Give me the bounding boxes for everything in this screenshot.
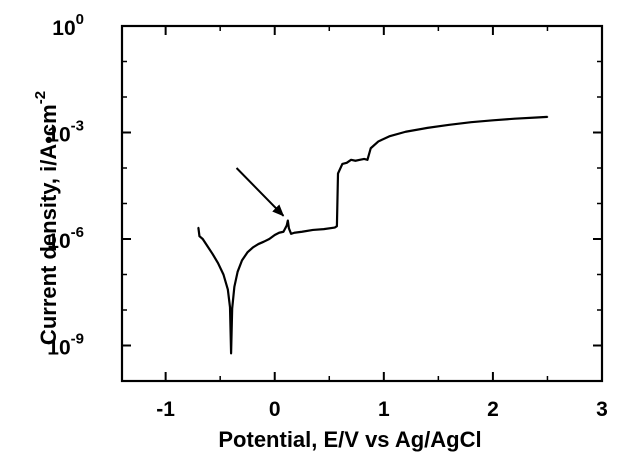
- y-tick-label: 100: [52, 11, 84, 40]
- plot-frame: [120, 24, 604, 383]
- data-point: [290, 233, 292, 235]
- data-point: [535, 116, 538, 119]
- x-tick-label: -1: [156, 398, 175, 421]
- data-point: [369, 147, 372, 150]
- data-point: [354, 159, 357, 162]
- data-point: [448, 123, 451, 126]
- y-tick-exponent: -9: [71, 331, 84, 348]
- x-tick-label: 2: [487, 398, 499, 421]
- y-axis-title-exponent: -2: [32, 91, 49, 104]
- data-point: [206, 244, 208, 247]
- series-line: [197, 115, 548, 355]
- data-point: [285, 224, 288, 227]
- data-point: [230, 352, 232, 355]
- data-point: [312, 229, 314, 231]
- data-point: [273, 234, 276, 236]
- data-point: [388, 135, 391, 138]
- data-point: [359, 159, 361, 161]
- y-axis-title: Current density, i/A•cm-2: [32, 91, 61, 345]
- annotation-arrow: [235, 167, 285, 217]
- data-point: [546, 116, 549, 118]
- data-point: [301, 230, 303, 233]
- data-point: [513, 117, 516, 120]
- data-point: [217, 262, 219, 264]
- data-point: [229, 306, 231, 308]
- data-point: [282, 230, 285, 233]
- data-point: [345, 162, 348, 164]
- x-tick-label: 1: [378, 398, 390, 421]
- x-axis-title: Potential, E/V vs Ag/AgCl: [218, 427, 481, 452]
- x-tick-label: 0: [269, 398, 281, 421]
- data-point: [337, 172, 339, 175]
- y-tick-base: 10: [52, 17, 75, 40]
- data-point: [350, 159, 352, 161]
- data-point: [341, 163, 344, 165]
- data-point: [404, 130, 407, 133]
- data-point: [366, 159, 369, 161]
- y-tick-exponent: 0: [76, 11, 84, 28]
- y-tick-exponent: -3: [71, 118, 84, 135]
- data-point: [236, 270, 239, 273]
- y-tick-base: 10: [47, 230, 70, 253]
- data-point: [241, 259, 243, 262]
- data-point: [246, 251, 249, 254]
- data-point: [377, 140, 380, 143]
- data-point: [263, 240, 265, 243]
- data-point: [233, 286, 236, 288]
- data-point: [336, 225, 338, 227]
- data-point: [211, 253, 214, 255]
- data-point: [323, 228, 325, 230]
- data-point: [231, 307, 233, 310]
- data-point: [222, 273, 225, 276]
- y-tick-label: 10-9: [47, 331, 84, 360]
- y-axis-title-main: Current density, i/A•cm: [36, 104, 61, 345]
- y-tick-base: 10: [47, 337, 70, 360]
- y-tick-label: 10-3: [47, 118, 84, 147]
- data-point: [197, 226, 200, 229]
- data-point: [492, 119, 494, 122]
- data-point: [287, 219, 289, 222]
- y-tick-label: 10-6: [47, 224, 84, 253]
- x-tick-label: 3: [596, 398, 608, 421]
- data-point: [201, 238, 204, 240]
- data-point: [470, 121, 472, 123]
- data-point: [363, 158, 365, 160]
- data-point: [278, 231, 280, 234]
- y-tick-exponent: -6: [71, 224, 84, 241]
- data-point: [198, 235, 201, 237]
- y-tick-base: 10: [47, 124, 70, 147]
- data-point: [333, 226, 336, 229]
- data-point: [257, 243, 260, 245]
- data-point: [288, 227, 290, 230]
- data-point: [293, 231, 296, 234]
- data-point: [268, 238, 271, 240]
- data-point: [227, 288, 229, 291]
- data-point: [252, 246, 254, 249]
- data-point: [426, 127, 429, 129]
